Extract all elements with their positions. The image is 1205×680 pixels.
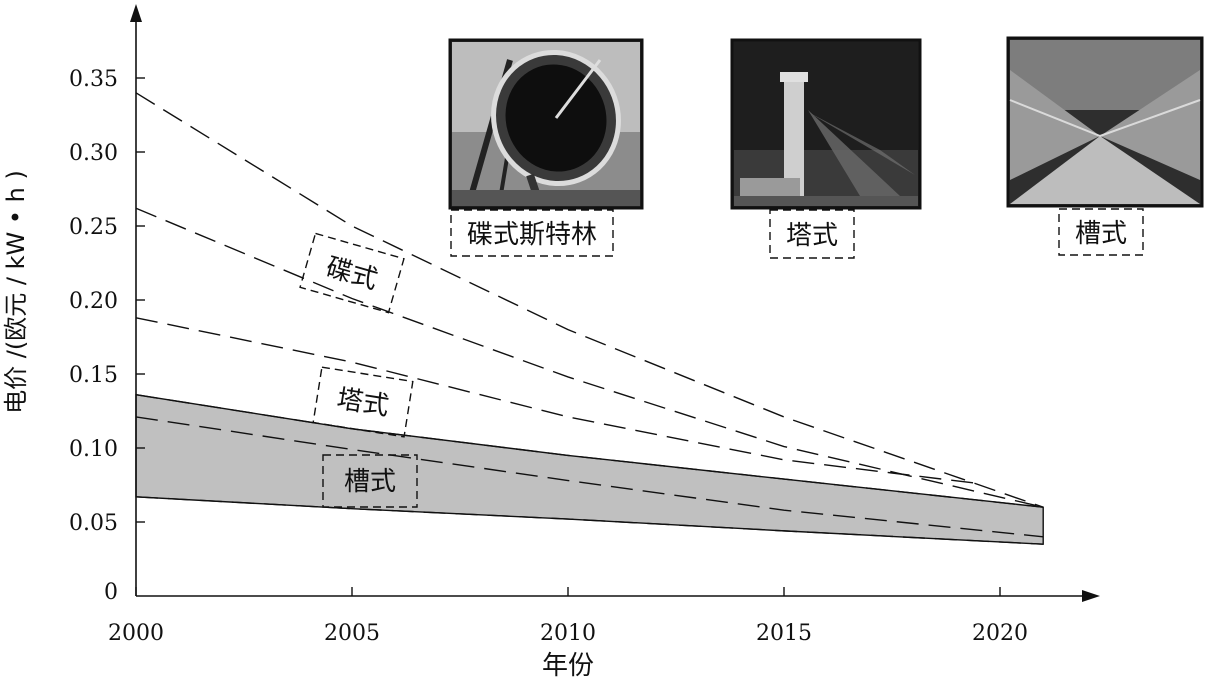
y-tick-label: 0.20 [69,289,118,314]
y-tick-label: 0.15 [69,363,118,388]
label-dish: 碟式 [299,232,405,314]
x-tick-label: 2000 [108,621,164,646]
y-tick-label: 0.35 [69,67,118,92]
y-axis-arrow [130,4,142,22]
x-tick-label: 2015 [756,621,812,646]
x-tick-label: 2010 [540,621,596,646]
y-tick-label: 0.10 [69,437,118,462]
y-tick-label: 0.05 [69,511,118,536]
tower-photo [730,38,922,210]
dish-stirling-photo [448,38,644,210]
tower-caption-text: 塔式 [786,221,838,251]
ticks-layer: 2000 2005 2010 2015 2020 0 0.05 0.10 0.15 0.20 0.2… [69,67,1028,646]
dish-lower-line [135,207,1044,508]
y-tick-label: 0.25 [69,215,118,240]
trough-band [135,393,1044,545]
dashed-lines-layer [135,92,1044,545]
label-tower-text: 塔式 [335,384,391,422]
label-trough-text: 槽式 [344,467,396,497]
tower-lower-line [135,416,1044,538]
trough-band-layer [135,393,1044,545]
trough-photo [1006,36,1204,208]
y-tick-label: 0 [104,580,118,605]
trough-caption-text: 槽式 [1075,219,1127,249]
dish-stirling-caption-text: 碟式斯特林 [467,220,597,250]
x-axis-label: 年份 [542,651,594,680]
dish-stirling-caption: 碟式斯特林 [450,209,614,257]
x-tick-label: 2005 [324,621,380,646]
y-tick-label: 0.30 [69,141,118,166]
y-axis-label: 电价 /(欧元 / kW • h ) [2,170,30,414]
trough-lower-line [135,496,1044,545]
tower-upper-line [135,317,979,485]
x-axis-arrow [1082,590,1100,602]
label-dish-text: 碟式 [323,252,381,295]
trough-upper-line [135,394,1044,508]
x-tick-label: 2020 [972,621,1028,646]
tower-caption: 塔式 [769,209,855,259]
dish-upper-line [135,92,1044,508]
trough-caption: 槽式 [1058,208,1144,256]
label-trough: 槽式 [322,454,418,508]
